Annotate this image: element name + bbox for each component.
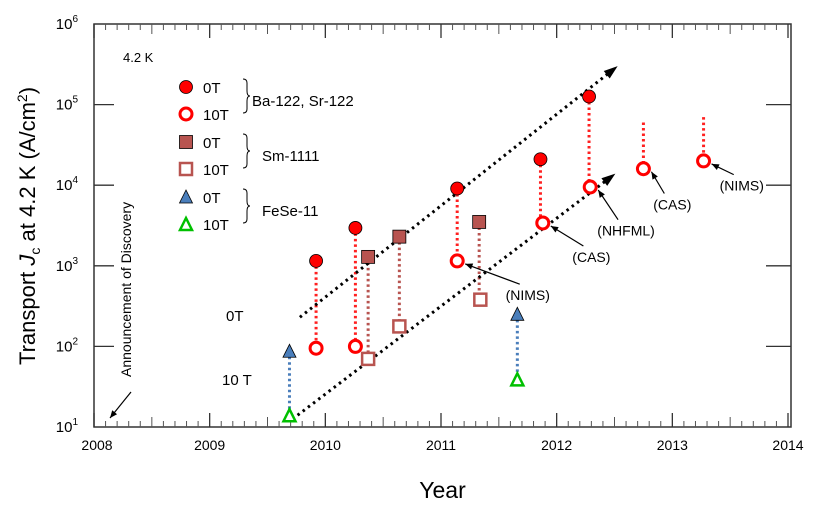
legend-brace xyxy=(242,78,251,114)
data-point-square-filled xyxy=(472,215,487,229)
y-tick-base: 10 xyxy=(56,258,73,275)
data-point-circle-open xyxy=(347,338,363,354)
annotation-label: (NIMS) xyxy=(506,287,550,303)
data-point-circle-filled xyxy=(309,254,323,268)
y-label-sub: c xyxy=(27,248,43,255)
y-tick-exponent: 1 xyxy=(72,417,78,428)
legend-entry-label: 0T xyxy=(203,135,221,152)
legend-marker-circle-filled xyxy=(179,80,193,94)
trend-line xyxy=(298,67,616,319)
data-point-square-open xyxy=(360,351,376,367)
y-tick-label: 104 xyxy=(56,175,79,194)
y-tick-base: 10 xyxy=(56,177,73,194)
y-tick-label: 106 xyxy=(56,14,79,33)
x-tick-label: 2010 xyxy=(310,437,341,453)
data-point-triangle-filled xyxy=(282,343,297,358)
y-tick-label: 102 xyxy=(56,336,79,355)
annotation-arrow xyxy=(464,263,520,285)
data-point-square-filled xyxy=(361,249,376,264)
x-tick-label: 2012 xyxy=(541,437,572,453)
legend-group-label: Sm-1111 xyxy=(262,148,320,165)
legend-brace xyxy=(242,133,251,169)
x-tick-label: 2013 xyxy=(657,437,688,453)
y-tick-label: 105 xyxy=(56,95,79,114)
data-point-circle-open xyxy=(696,153,712,169)
annotation-label: (CAS) xyxy=(653,196,691,212)
y-label-part: ) xyxy=(15,87,40,94)
y-tick-exponent: 3 xyxy=(72,256,78,267)
data-point-circle-open xyxy=(308,340,324,356)
y-tick-base: 10 xyxy=(56,338,73,355)
y-tick-base: 10 xyxy=(56,419,73,436)
y-tick-exponent: 5 xyxy=(72,95,78,106)
y-label-sup: 2 xyxy=(14,94,30,102)
annotation-arrow-head xyxy=(711,163,720,170)
x-tick-label: 2008 xyxy=(81,437,112,453)
data-point-circle-filled xyxy=(533,152,548,167)
legend-marker-circle-open xyxy=(178,106,194,122)
legend-marker-triangle-open xyxy=(177,215,195,232)
data-point-triangle-filled xyxy=(510,306,525,321)
trend-arrowhead xyxy=(603,66,618,79)
data-point-circle-open xyxy=(635,161,651,177)
x-axis-label: Year xyxy=(419,477,466,503)
data-point-circle-open xyxy=(449,253,465,269)
legend-marker-square-open xyxy=(178,161,194,177)
y-tick-base: 10 xyxy=(56,16,73,33)
legend-entry-label: 0T xyxy=(203,80,221,97)
y-tick-exponent: 4 xyxy=(72,175,78,186)
data-point-circle-open xyxy=(535,215,551,231)
trend-line xyxy=(296,174,614,417)
data-point-square-open xyxy=(473,292,488,307)
y-tick-label: 103 xyxy=(56,256,79,275)
legend-group-label: FeSe-11 xyxy=(262,203,318,220)
data-point-square-filled xyxy=(392,229,407,244)
data-point-circle-filled xyxy=(450,181,465,196)
data-point-square-open xyxy=(392,319,407,334)
y-label-part: at 4.2 K (A/cm xyxy=(15,102,40,248)
legend-marker-triangle-filled xyxy=(178,189,194,204)
annotation-arrow-head xyxy=(550,225,559,233)
data-point-circle-filled xyxy=(348,221,363,235)
legend-entry-label: 0T xyxy=(203,190,221,207)
x-tick-label: 2011 xyxy=(426,437,456,453)
annotation-arrow-head xyxy=(465,263,474,270)
legend-entry-label: 10T xyxy=(203,107,229,124)
annotation-arrow-head xyxy=(651,171,658,180)
data-point-circle-filled xyxy=(582,89,596,104)
data-point-triangle-open xyxy=(509,370,526,387)
trend-arrowhead xyxy=(601,173,616,186)
temperature-label: 4.2 K xyxy=(123,50,154,65)
legend-entry-label: 10T xyxy=(203,162,229,179)
trend-label-0T: 0T xyxy=(226,308,244,325)
y-tick-base: 10 xyxy=(56,97,73,114)
legend-marker-square-filled xyxy=(179,135,193,149)
x-tick-label: 2014 xyxy=(772,437,803,453)
data-point-circle-open xyxy=(582,179,598,195)
annotation-label: (NIMS) xyxy=(720,178,764,194)
y-axis-label: Transport Jc at 4.2 K (A/cm2) xyxy=(14,87,43,365)
legend-group-label: Ba-122, Sr-122 xyxy=(252,93,354,110)
discovery-label: Announcement of Discovery xyxy=(118,202,134,377)
y-tick-exponent: 6 xyxy=(72,14,78,25)
annotation-label: (CAS) xyxy=(572,249,610,265)
data-point-triangle-open xyxy=(281,406,298,423)
discovery-arrow-head xyxy=(110,410,118,418)
annotation-label: (NHFML) xyxy=(597,223,655,239)
annotation-arrow-head xyxy=(598,189,605,198)
y-label-part: Transport xyxy=(15,266,40,365)
trend-label-10T: 10 T xyxy=(222,372,252,389)
x-tick-label: 2009 xyxy=(194,437,225,453)
legend-entry-label: 10T xyxy=(203,217,229,234)
y-tick-label: 101 xyxy=(56,417,79,436)
plot-frame xyxy=(93,23,792,428)
legend-brace xyxy=(242,188,251,224)
y-tick-exponent: 2 xyxy=(72,336,78,347)
y-label-jc: J xyxy=(15,254,40,267)
